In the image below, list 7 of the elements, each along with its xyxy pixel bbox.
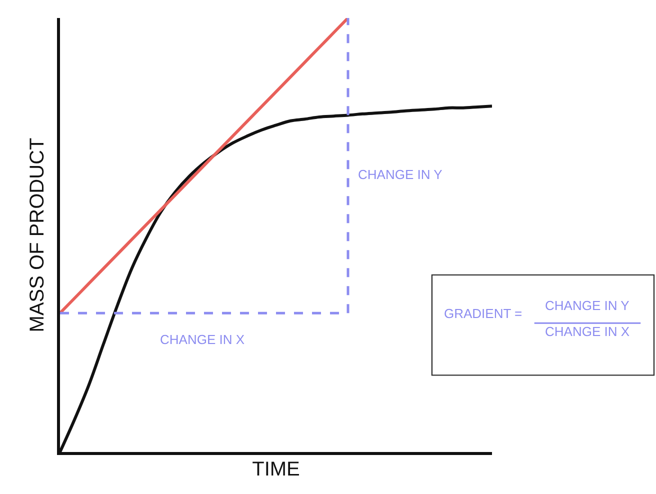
y-axis-title: MASS OF PRODUCT bbox=[26, 138, 48, 332]
annotation: CHANGE IN Y bbox=[358, 167, 443, 182]
annotation: CHANGE IN X bbox=[160, 332, 245, 347]
annotation: GRADIENT = bbox=[444, 306, 522, 321]
text: CHANGE IN Y bbox=[545, 298, 630, 313]
x-axis-title: TIME bbox=[252, 458, 300, 480]
text: CHANGE IN X bbox=[545, 324, 630, 339]
